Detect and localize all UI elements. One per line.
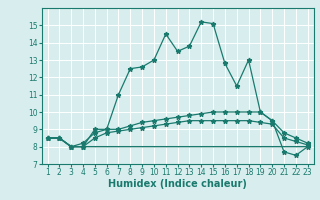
- X-axis label: Humidex (Indice chaleur): Humidex (Indice chaleur): [108, 179, 247, 189]
